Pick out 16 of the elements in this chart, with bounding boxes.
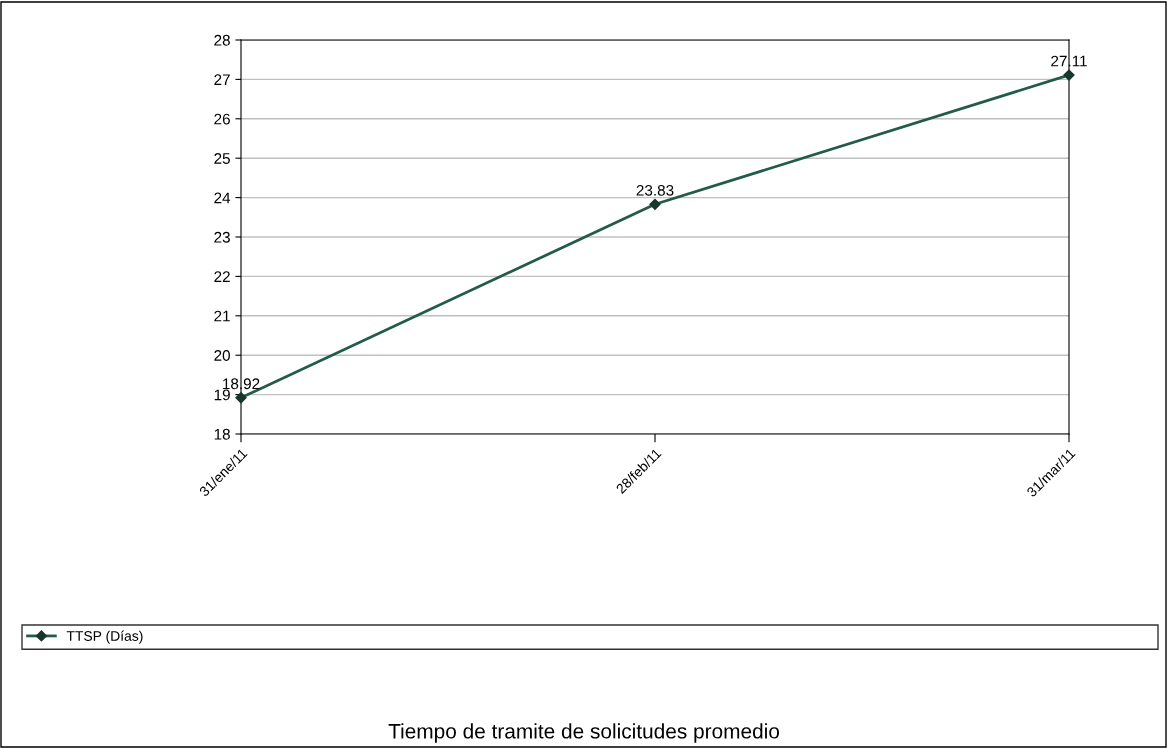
y-tick-label: 21 [214,310,230,322]
point [649,198,661,210]
legend-label: TTSP (Días) [66,630,143,644]
y-tick-label: 27 [214,74,230,85]
point [235,392,247,404]
y-tick-label: 22 [214,271,230,282]
data-label: 23.83 [636,184,674,196]
y-tick-label: 18 [214,428,230,440]
y-tick-label: 20 [214,350,230,361]
text: Tiempo de tramite de solicitudes promedio [388,723,780,743]
y-tick-label: 25 [214,153,230,164]
y-tick-label: 24 [214,192,231,204]
y-tick-label: 23 [214,231,230,243]
y-tick-label: 26 [214,113,230,125]
y-tick-label: 28 [214,34,230,46]
y-tick-label: 19 [214,389,230,401]
